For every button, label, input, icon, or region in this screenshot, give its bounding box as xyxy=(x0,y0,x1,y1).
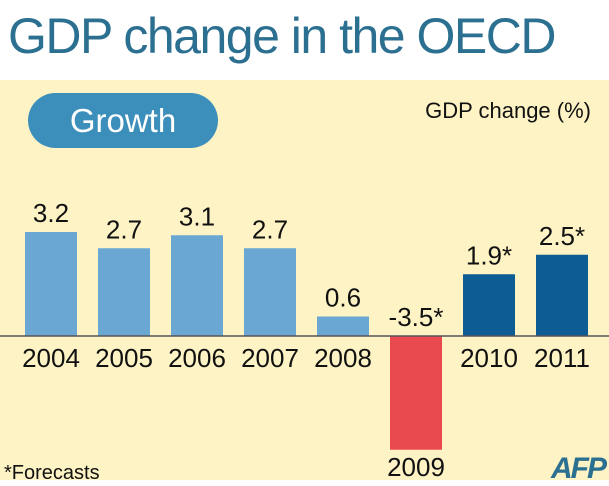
chart-title: GDP change in the OECD xyxy=(8,8,556,64)
value-labels: 3.2 2.7 3.1 2.7 0.6 -3.5* 1.9* 2.5* xyxy=(33,198,585,332)
category-label-2004: 2004 xyxy=(22,343,80,373)
value-label-2005: 2.7 xyxy=(106,214,142,244)
value-label-2004: 3.2 xyxy=(33,198,69,228)
category-label-2005: 2005 xyxy=(95,343,153,373)
category-labels: 2004 2005 2006 2007 2008 2009 2010 2011 xyxy=(22,343,590,480)
category-label-2007: 2007 xyxy=(241,343,299,373)
value-label-2008: 0.6 xyxy=(325,283,361,313)
bar-2010 xyxy=(463,274,515,336)
category-label-2010: 2010 xyxy=(460,343,518,373)
bar-2008 xyxy=(317,316,369,336)
category-label-2008: 2008 xyxy=(314,343,372,373)
value-label-2009: -3.5* xyxy=(389,302,444,332)
bar-2009 xyxy=(390,336,442,450)
bars xyxy=(25,232,588,450)
value-label-2010: 1.9* xyxy=(466,240,512,270)
bar-2005 xyxy=(98,248,150,336)
bar-2007 xyxy=(244,248,296,336)
category-label-2006: 2006 xyxy=(168,343,226,373)
footnote: *Forecasts xyxy=(4,462,100,484)
credit-logo: AFP xyxy=(551,452,607,485)
section-label: Growth xyxy=(28,93,218,148)
unit-label: GDP change (%) xyxy=(425,98,591,123)
bar-2006 xyxy=(171,235,223,336)
value-label-2006: 3.1 xyxy=(179,201,215,231)
bar-2004 xyxy=(25,232,77,336)
value-label-2011: 2.5* xyxy=(539,221,585,251)
category-label-2011: 2011 xyxy=(534,343,590,373)
category-label-2009: 2009 xyxy=(387,452,445,480)
bar-2011 xyxy=(536,254,588,336)
value-label-2007: 2.7 xyxy=(252,214,288,244)
